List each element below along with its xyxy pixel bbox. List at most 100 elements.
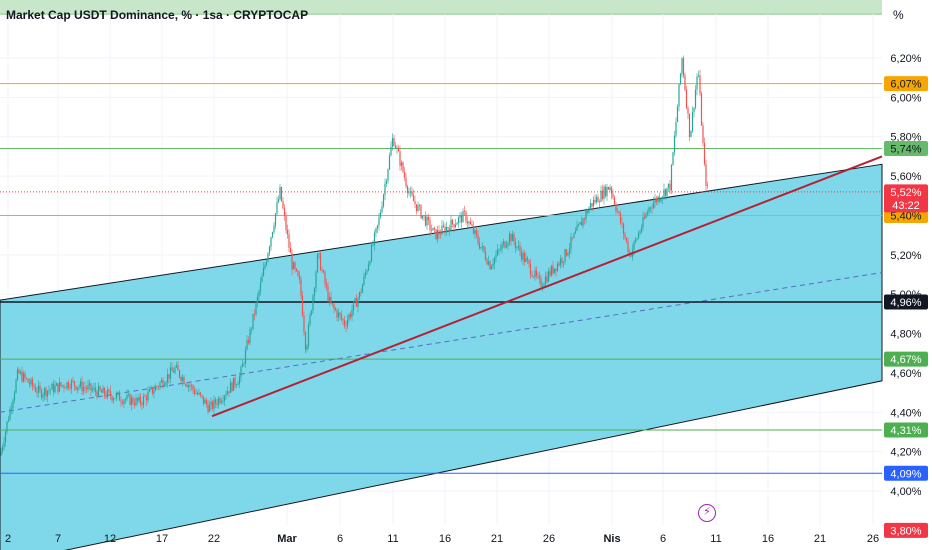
trendline[interactable] <box>211 155 883 418</box>
candle-body <box>255 302 257 315</box>
candle-body <box>585 211 587 220</box>
candle-body <box>301 295 304 317</box>
candle-body <box>345 325 347 327</box>
candle-body <box>682 58 685 76</box>
candle-body <box>313 288 316 296</box>
candle-body <box>159 382 161 388</box>
candle-body <box>595 196 598 203</box>
candle-body <box>184 383 187 385</box>
candle-body <box>232 377 235 391</box>
candle-body <box>145 396 148 401</box>
candle-body <box>60 382 62 386</box>
price-level-badge-text: 4,09% <box>890 468 921 480</box>
candle-body <box>157 386 160 388</box>
candle-body <box>388 155 391 170</box>
candle-body <box>459 215 461 218</box>
candle-body <box>123 400 125 404</box>
candle-body <box>369 261 371 265</box>
candle-body <box>700 93 703 126</box>
price-level-badge-text: 5,74% <box>890 144 921 156</box>
candle-body <box>582 218 584 226</box>
candle-body <box>658 196 661 202</box>
price-level-badge <box>884 351 928 367</box>
candle-body <box>19 371 22 374</box>
candle-body <box>247 340 250 344</box>
candle-body <box>435 229 437 240</box>
candle-body <box>58 382 61 392</box>
candle-body <box>291 253 293 270</box>
candle-body <box>150 387 152 390</box>
candle-body <box>268 246 271 254</box>
candle-body <box>78 386 80 388</box>
candle-body <box>375 228 377 233</box>
candle-body <box>403 171 406 178</box>
candle-body <box>319 253 322 271</box>
candle-body <box>220 401 223 403</box>
candle-body <box>432 227 434 231</box>
candle-body <box>604 186 607 197</box>
candle-body <box>684 75 686 90</box>
candle-body <box>262 268 265 277</box>
candle-body <box>615 204 617 212</box>
candle-body <box>304 331 307 350</box>
candle-body <box>148 389 151 392</box>
candle-body <box>487 261 490 265</box>
candle-body <box>33 385 35 388</box>
flash-icon[interactable]: ⚡ <box>698 504 716 522</box>
candle-body <box>463 211 466 212</box>
price-level-lines <box>0 83 882 474</box>
candle-body <box>213 399 215 409</box>
candle-body <box>430 230 433 231</box>
candle-body <box>471 224 473 227</box>
x-tick-label: 21 <box>491 533 503 545</box>
candle-body <box>592 199 595 207</box>
candle-body <box>685 89 688 109</box>
candle-body <box>528 260 530 264</box>
candle-body <box>552 265 554 274</box>
candle-body <box>292 262 295 270</box>
candle-body <box>454 224 457 228</box>
candle-body <box>340 314 343 320</box>
candle-body <box>436 230 439 240</box>
candle-body <box>354 298 356 302</box>
candle-body <box>366 270 368 273</box>
candle-body <box>144 396 146 397</box>
current-price-badge-text: 5,52% <box>890 187 921 199</box>
candle-body <box>678 84 680 107</box>
candle-body <box>519 245 521 252</box>
candle-body <box>207 404 209 412</box>
candle-body <box>618 211 620 214</box>
candle-body <box>426 216 428 226</box>
candle-body <box>465 211 467 222</box>
candle-body <box>133 403 136 406</box>
candle-body <box>441 225 443 235</box>
candle-body <box>39 385 41 390</box>
candle-body <box>621 222 623 224</box>
candle-body <box>52 383 55 393</box>
candle-body <box>45 388 47 397</box>
candle-body <box>205 400 208 405</box>
candle-body <box>346 319 349 327</box>
candle-body <box>1 447 4 452</box>
candle-body <box>337 312 340 318</box>
candle-body <box>537 275 539 277</box>
candle-body <box>703 142 706 164</box>
candle-body <box>130 397 133 405</box>
candle-body <box>472 226 475 234</box>
candle-body <box>238 376 241 384</box>
candle-body <box>324 272 326 284</box>
candle-body <box>229 382 232 393</box>
candle-body <box>531 274 533 277</box>
candle-body <box>138 396 140 401</box>
candle-body <box>331 303 334 305</box>
candle-body <box>535 270 538 276</box>
candle-body <box>303 316 305 332</box>
candle-body <box>526 258 529 261</box>
candle-body <box>91 389 94 391</box>
candle-body <box>30 379 32 385</box>
candle-body <box>474 230 476 234</box>
candle-body <box>93 387 95 390</box>
candle-body <box>243 363 245 365</box>
candle-body <box>69 387 71 389</box>
